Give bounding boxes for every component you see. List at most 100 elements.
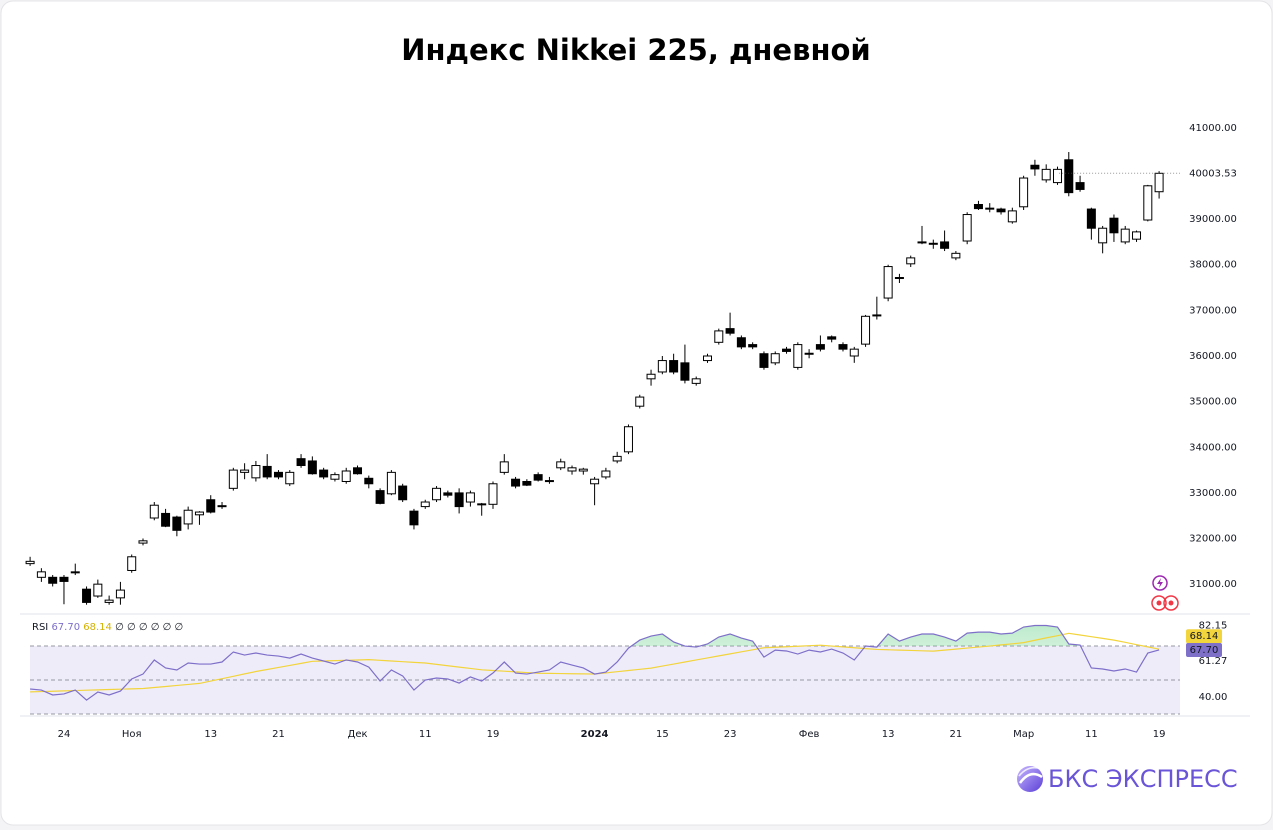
candle-body xyxy=(59,576,69,582)
candle-body xyxy=(375,490,385,504)
candle-body xyxy=(544,480,554,483)
ma-last-label: 68.14 xyxy=(1190,631,1219,642)
candle-body xyxy=(691,378,701,384)
candle-body xyxy=(533,474,543,481)
x-tick-label: Дек xyxy=(348,729,368,740)
candle-body xyxy=(398,485,408,501)
candle-body xyxy=(861,315,871,345)
y-tick-label: 38000.00 xyxy=(1189,260,1237,271)
y-tick-label: 40.00 xyxy=(1199,692,1228,703)
x-tick-label: 23 xyxy=(724,729,737,740)
candle-body xyxy=(1030,164,1040,170)
candle-body xyxy=(951,252,961,259)
last-price-label: 40003.53 xyxy=(1189,168,1237,179)
candle-body xyxy=(578,468,588,472)
x-tick-label: 11 xyxy=(419,729,432,740)
x-tick-label: 13 xyxy=(204,729,217,740)
x-tick-label: 21 xyxy=(950,729,963,740)
y-tick-label: 39000.00 xyxy=(1189,214,1237,225)
candle-body xyxy=(161,512,171,527)
candle-body xyxy=(48,576,58,584)
candle-body xyxy=(1120,228,1130,243)
candle-body xyxy=(759,353,769,368)
candle-body xyxy=(827,336,837,340)
candle-body xyxy=(996,208,1006,213)
candle-body xyxy=(669,360,679,373)
candle-body xyxy=(262,465,272,478)
y-tick-label: 82.15 xyxy=(1199,620,1228,631)
rsi-line xyxy=(30,624,1160,701)
candle-body xyxy=(703,355,712,362)
candle-body xyxy=(115,589,125,599)
candle-body xyxy=(194,511,204,516)
candle-body xyxy=(285,471,295,485)
candle-body xyxy=(149,504,159,519)
candle-body xyxy=(488,483,498,505)
candle-body xyxy=(454,492,464,508)
candle-body xyxy=(240,469,250,473)
candle-body xyxy=(1041,168,1051,181)
candle-body xyxy=(612,455,622,462)
candle-body xyxy=(985,207,995,210)
legend-name: RSI xyxy=(32,622,48,633)
y-tick-label: 37000.00 xyxy=(1189,305,1237,316)
y-tick-label: 36000.00 xyxy=(1189,351,1237,362)
candle-body xyxy=(815,344,825,350)
x-tick-label: 13 xyxy=(882,729,895,740)
candle-body xyxy=(364,477,374,485)
candle-body xyxy=(25,560,35,565)
candle-body xyxy=(1098,227,1108,244)
event-icons xyxy=(1151,575,1179,611)
candle-body xyxy=(172,516,182,531)
plot-area: 31000.00 32000.00 33000.00 34000.00 35000.00… xyxy=(25,123,1237,740)
candle-body xyxy=(1143,185,1153,221)
y-tick-label: 32000.00 xyxy=(1189,534,1237,545)
candle-body xyxy=(906,257,916,265)
x-tick-label: 2024 xyxy=(581,729,609,740)
y-tick-label: 61.27 xyxy=(1199,656,1228,667)
y-tick-label: 33000.00 xyxy=(1189,488,1237,499)
candle-body xyxy=(93,583,103,597)
candle-body xyxy=(1052,168,1062,184)
x-tick-label: 24 xyxy=(58,729,71,740)
candle-body xyxy=(443,492,453,496)
ma-last-label-bg xyxy=(1186,629,1222,644)
x-tick-label: 21 xyxy=(272,729,285,740)
candle-body xyxy=(104,599,114,603)
candle-body xyxy=(1075,182,1085,190)
candle-body xyxy=(973,203,983,210)
chart-title: Индекс Nikkei 225, дневной xyxy=(401,33,870,67)
brand-name: БКС ЭКСПРЕСС xyxy=(1048,765,1238,793)
candle-body xyxy=(590,478,600,485)
candle-body xyxy=(499,461,509,473)
candle-body xyxy=(770,353,780,364)
y-tick-label: 41000.00 xyxy=(1189,123,1237,134)
candle-body xyxy=(623,426,633,453)
legend-extra: ∅ ∅ ∅ ∅ ∅ ∅ xyxy=(115,622,183,633)
candle-body xyxy=(307,460,317,475)
y-tick-label: 34000.00 xyxy=(1189,442,1237,453)
rsi-last-label-bg xyxy=(1186,642,1222,657)
y-tick-label: 31000.00 xyxy=(1189,579,1237,590)
candle-body xyxy=(206,499,216,513)
y-tick-label: 35000.00 xyxy=(1189,397,1237,408)
candle-body xyxy=(928,242,938,245)
x-tick-label: 19 xyxy=(487,729,500,740)
candle-body xyxy=(341,470,351,482)
candle-body xyxy=(409,510,419,526)
candle-body xyxy=(511,478,521,487)
x-tick-label: 15 xyxy=(656,729,669,740)
candle-body xyxy=(477,503,487,506)
candle-body xyxy=(330,474,340,480)
candle-body xyxy=(635,396,645,407)
candle-body xyxy=(217,505,227,508)
candle-body xyxy=(1086,208,1096,229)
candle-body xyxy=(1064,159,1074,194)
x-tick-label: 19 xyxy=(1153,729,1166,740)
candle-body xyxy=(319,469,329,478)
x-tick-label: Мар xyxy=(1013,729,1034,740)
x-tick-label: Ноя xyxy=(122,729,142,740)
candle-body xyxy=(804,352,814,355)
